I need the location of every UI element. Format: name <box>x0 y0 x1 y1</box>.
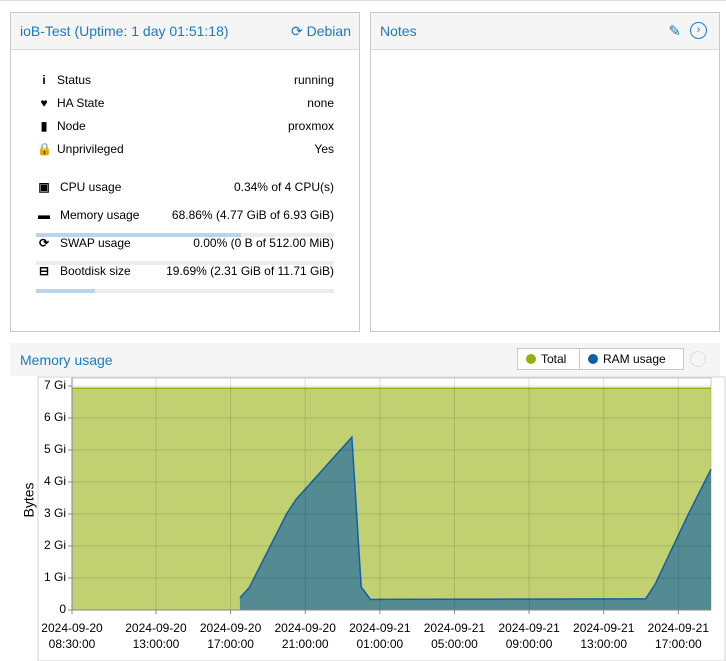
os-link[interactable]: ⟳ Debian <box>291 23 351 40</box>
row-icon: ▮ <box>40 119 48 133</box>
x-tick-label: 2024-09-21 13:00:00 <box>573 621 635 651</box>
row-icon: 🔒 <box>37 142 52 156</box>
chart-menu[interactable] <box>690 351 706 367</box>
y-tick-label: 5 Gi <box>44 442 66 456</box>
usage-bar <box>36 289 95 293</box>
x-tick-label: 2024-09-21 09:00:00 <box>498 621 560 651</box>
usage-label: Memory usage <box>60 208 140 222</box>
usage-track <box>36 233 334 237</box>
panel-header: ioB-Test (Uptime: 1 day 01:51:18) ⟳ Debi… <box>11 13 359 50</box>
y-tick-label: 2 Gi <box>44 538 66 552</box>
legend-item[interactable]: Total <box>517 348 580 370</box>
row-label: Node <box>57 119 86 133</box>
usage-value: 0.00% (0 B of 512.00 MiB) <box>193 236 334 250</box>
row-value: none <box>307 96 334 110</box>
usage-bar <box>36 233 242 237</box>
y-tick-label: 1 Gi <box>44 570 66 584</box>
row-value: proxmox <box>287 119 334 133</box>
usage-label: CPU usage <box>60 180 122 194</box>
y-tick-label: 4 Gi <box>44 474 66 488</box>
usage-icon: ⊟ <box>38 264 50 278</box>
usage-icon: ▬ <box>38 208 50 222</box>
summary-panel: ioB-Test (Uptime: 1 day 01:51:18) ⟳ Debi… <box>10 12 360 332</box>
notes-panel: Notes ✎ › <box>370 12 720 332</box>
x-tick-label: 2024-09-20 08:30:00 <box>41 621 103 651</box>
usage-value: 19.69% (2.31 GiB of 11.71 GiB) <box>166 264 334 278</box>
y-tick-label: 6 Gi <box>44 410 66 424</box>
panel-header: Notes ✎ › <box>371 13 719 50</box>
row-label: HA State <box>57 96 105 110</box>
x-tick-label: 2024-09-20 17:00:00 <box>199 621 262 651</box>
usage-icon: ⟳ <box>38 236 50 250</box>
legend-label: Total <box>541 352 567 366</box>
panel-title: Notes <box>380 23 417 39</box>
row-label: Status <box>57 73 92 87</box>
y-tick-label: 3 Gi <box>44 506 66 520</box>
x-tick-label: 2024-09-21 01:00:00 <box>349 621 411 651</box>
x-tick-label: 2024-09-21 05:00:00 <box>423 621 486 651</box>
y-tick-label: 0 <box>59 602 66 616</box>
y-axis-label: Bytes <box>21 482 37 517</box>
usage-track <box>36 261 334 265</box>
y-tick-label: 7 Gi <box>44 378 66 392</box>
x-tick-label: 2024-09-20 21:00:00 <box>274 621 336 651</box>
row-label: Unprivileged <box>57 142 124 156</box>
usage-track <box>36 289 334 293</box>
area <box>72 388 711 610</box>
legend-item[interactable]: RAM usage <box>579 348 684 370</box>
line <box>239 435 712 601</box>
row-value: Yes <box>314 142 334 156</box>
chart-title: Memory usage <box>20 352 113 368</box>
usage-value: 0.34% of 4 CPU(s) <box>233 180 334 194</box>
chart: Bytes 0 1 Gi 2 Gi 3 Gi 4 Gi 5 Gi 6 Gi 7 Gi <box>21 376 726 661</box>
edit-button[interactable]: ✎ <box>668 23 681 40</box>
x-tick-label: 2024-09-21 17:00:00 <box>647 621 710 651</box>
row-value: running <box>293 73 334 87</box>
row-icon: ♥ <box>40 96 48 110</box>
area <box>239 437 711 610</box>
top-border <box>0 0 726 1</box>
usage-icon: ▣ <box>38 180 50 194</box>
usage-label: SWAP usage <box>60 236 131 250</box>
usage-value: 68.86% (4.77 GiB of 6.93 GiB) <box>171 208 334 222</box>
usage-label: Bootdisk size <box>60 264 131 278</box>
row-icon: i <box>42 73 46 87</box>
collapse-button[interactable]: › <box>690 22 707 39</box>
x-tick-label: 2024-09-20 13:00:00 <box>125 621 187 651</box>
os-icon: ⟳ <box>291 23 303 39</box>
legend-label: RAM usage <box>603 352 666 366</box>
panel-title: ioB-Test (Uptime: 1 day 01:51:18) <box>20 23 229 39</box>
legend-dot <box>526 354 536 364</box>
legend-dot <box>588 354 598 364</box>
os-name: Debian <box>306 23 351 39</box>
